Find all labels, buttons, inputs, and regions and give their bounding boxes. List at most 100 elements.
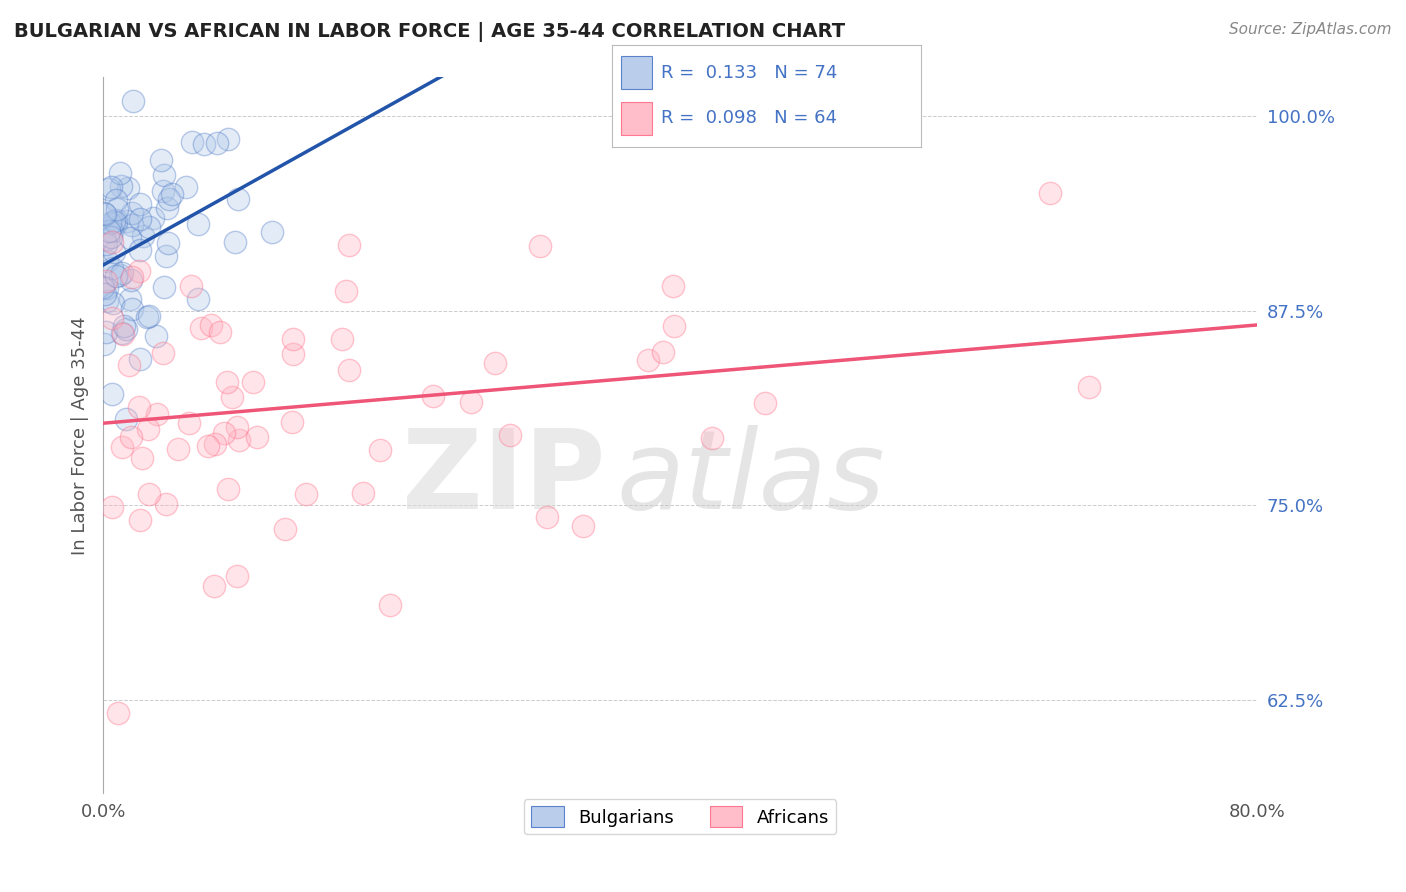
Point <box>187 217 209 231</box>
Point <box>111 266 134 280</box>
Point <box>122 94 145 108</box>
Point <box>93 206 115 220</box>
Point <box>242 375 264 389</box>
Point <box>96 293 118 308</box>
Point <box>94 207 117 221</box>
Point <box>101 310 124 325</box>
Point <box>536 509 558 524</box>
Point <box>228 434 250 448</box>
Point <box>138 219 160 234</box>
Point <box>96 281 118 295</box>
Point <box>153 168 176 182</box>
Point <box>101 235 124 249</box>
Point <box>94 233 117 247</box>
Point <box>100 261 122 276</box>
Point <box>96 254 118 268</box>
Point <box>110 178 132 193</box>
Point <box>217 482 239 496</box>
Point <box>1039 186 1062 200</box>
Point <box>224 235 246 249</box>
Point <box>150 153 173 167</box>
Point <box>207 136 229 151</box>
Point <box>128 401 150 415</box>
Point <box>225 420 247 434</box>
Point <box>146 407 169 421</box>
Point <box>1078 380 1101 394</box>
Point <box>754 396 776 410</box>
Point <box>260 225 283 239</box>
Point <box>174 179 197 194</box>
Point <box>460 395 482 409</box>
Point <box>200 318 222 333</box>
Point <box>152 346 174 360</box>
Point <box>105 193 128 207</box>
Y-axis label: In Labor Force | Age 35-44: In Labor Force | Age 35-44 <box>72 316 89 555</box>
Point <box>156 201 179 215</box>
Point <box>129 351 152 366</box>
Point <box>131 450 153 465</box>
Point <box>97 182 120 196</box>
Point <box>662 318 685 333</box>
Point <box>226 193 249 207</box>
Point <box>177 417 200 431</box>
Point <box>145 328 167 343</box>
Legend: Bulgarians, Africans: Bulgarians, Africans <box>524 799 837 834</box>
Point <box>368 442 391 457</box>
Text: Source: ZipAtlas.com: Source: ZipAtlas.com <box>1229 22 1392 37</box>
Point <box>129 243 152 257</box>
Point <box>217 376 239 390</box>
Point <box>108 166 131 180</box>
Point <box>132 228 155 243</box>
Point <box>94 325 117 339</box>
Point <box>100 500 122 515</box>
Point <box>117 214 139 228</box>
Point <box>110 268 132 282</box>
Point <box>212 425 235 440</box>
Point <box>190 321 212 335</box>
Point <box>572 519 595 533</box>
Point <box>104 269 127 284</box>
Point <box>193 137 215 152</box>
Point <box>103 213 125 227</box>
Point <box>136 310 159 325</box>
Point <box>295 486 318 500</box>
Point <box>128 212 150 227</box>
Point <box>181 136 204 150</box>
Point <box>104 216 127 230</box>
Point <box>187 292 209 306</box>
Point <box>104 213 127 227</box>
Point <box>111 326 134 341</box>
Point <box>105 202 128 216</box>
Point <box>100 386 122 401</box>
Point <box>114 322 136 336</box>
Point <box>651 345 673 359</box>
Text: atlas: atlas <box>617 425 886 532</box>
Point <box>118 293 141 307</box>
Point <box>98 225 121 239</box>
Point <box>217 131 239 145</box>
Point <box>112 319 135 334</box>
Point <box>337 237 360 252</box>
Point <box>128 263 150 277</box>
Point <box>197 439 219 453</box>
Point <box>160 187 183 202</box>
Point <box>118 359 141 373</box>
Point <box>94 237 117 252</box>
Point <box>337 363 360 377</box>
Point <box>330 332 353 346</box>
Point <box>101 296 124 310</box>
Point <box>208 325 231 339</box>
Point <box>115 412 138 426</box>
Point <box>702 431 724 445</box>
Point <box>138 487 160 501</box>
Point <box>120 430 142 444</box>
Point <box>117 181 139 195</box>
Point <box>637 353 659 368</box>
Point <box>101 224 124 238</box>
Point <box>281 332 304 346</box>
Point <box>142 211 165 226</box>
Bar <box>621 56 652 88</box>
Point <box>93 287 115 301</box>
Point <box>246 430 269 444</box>
Point <box>221 390 243 404</box>
